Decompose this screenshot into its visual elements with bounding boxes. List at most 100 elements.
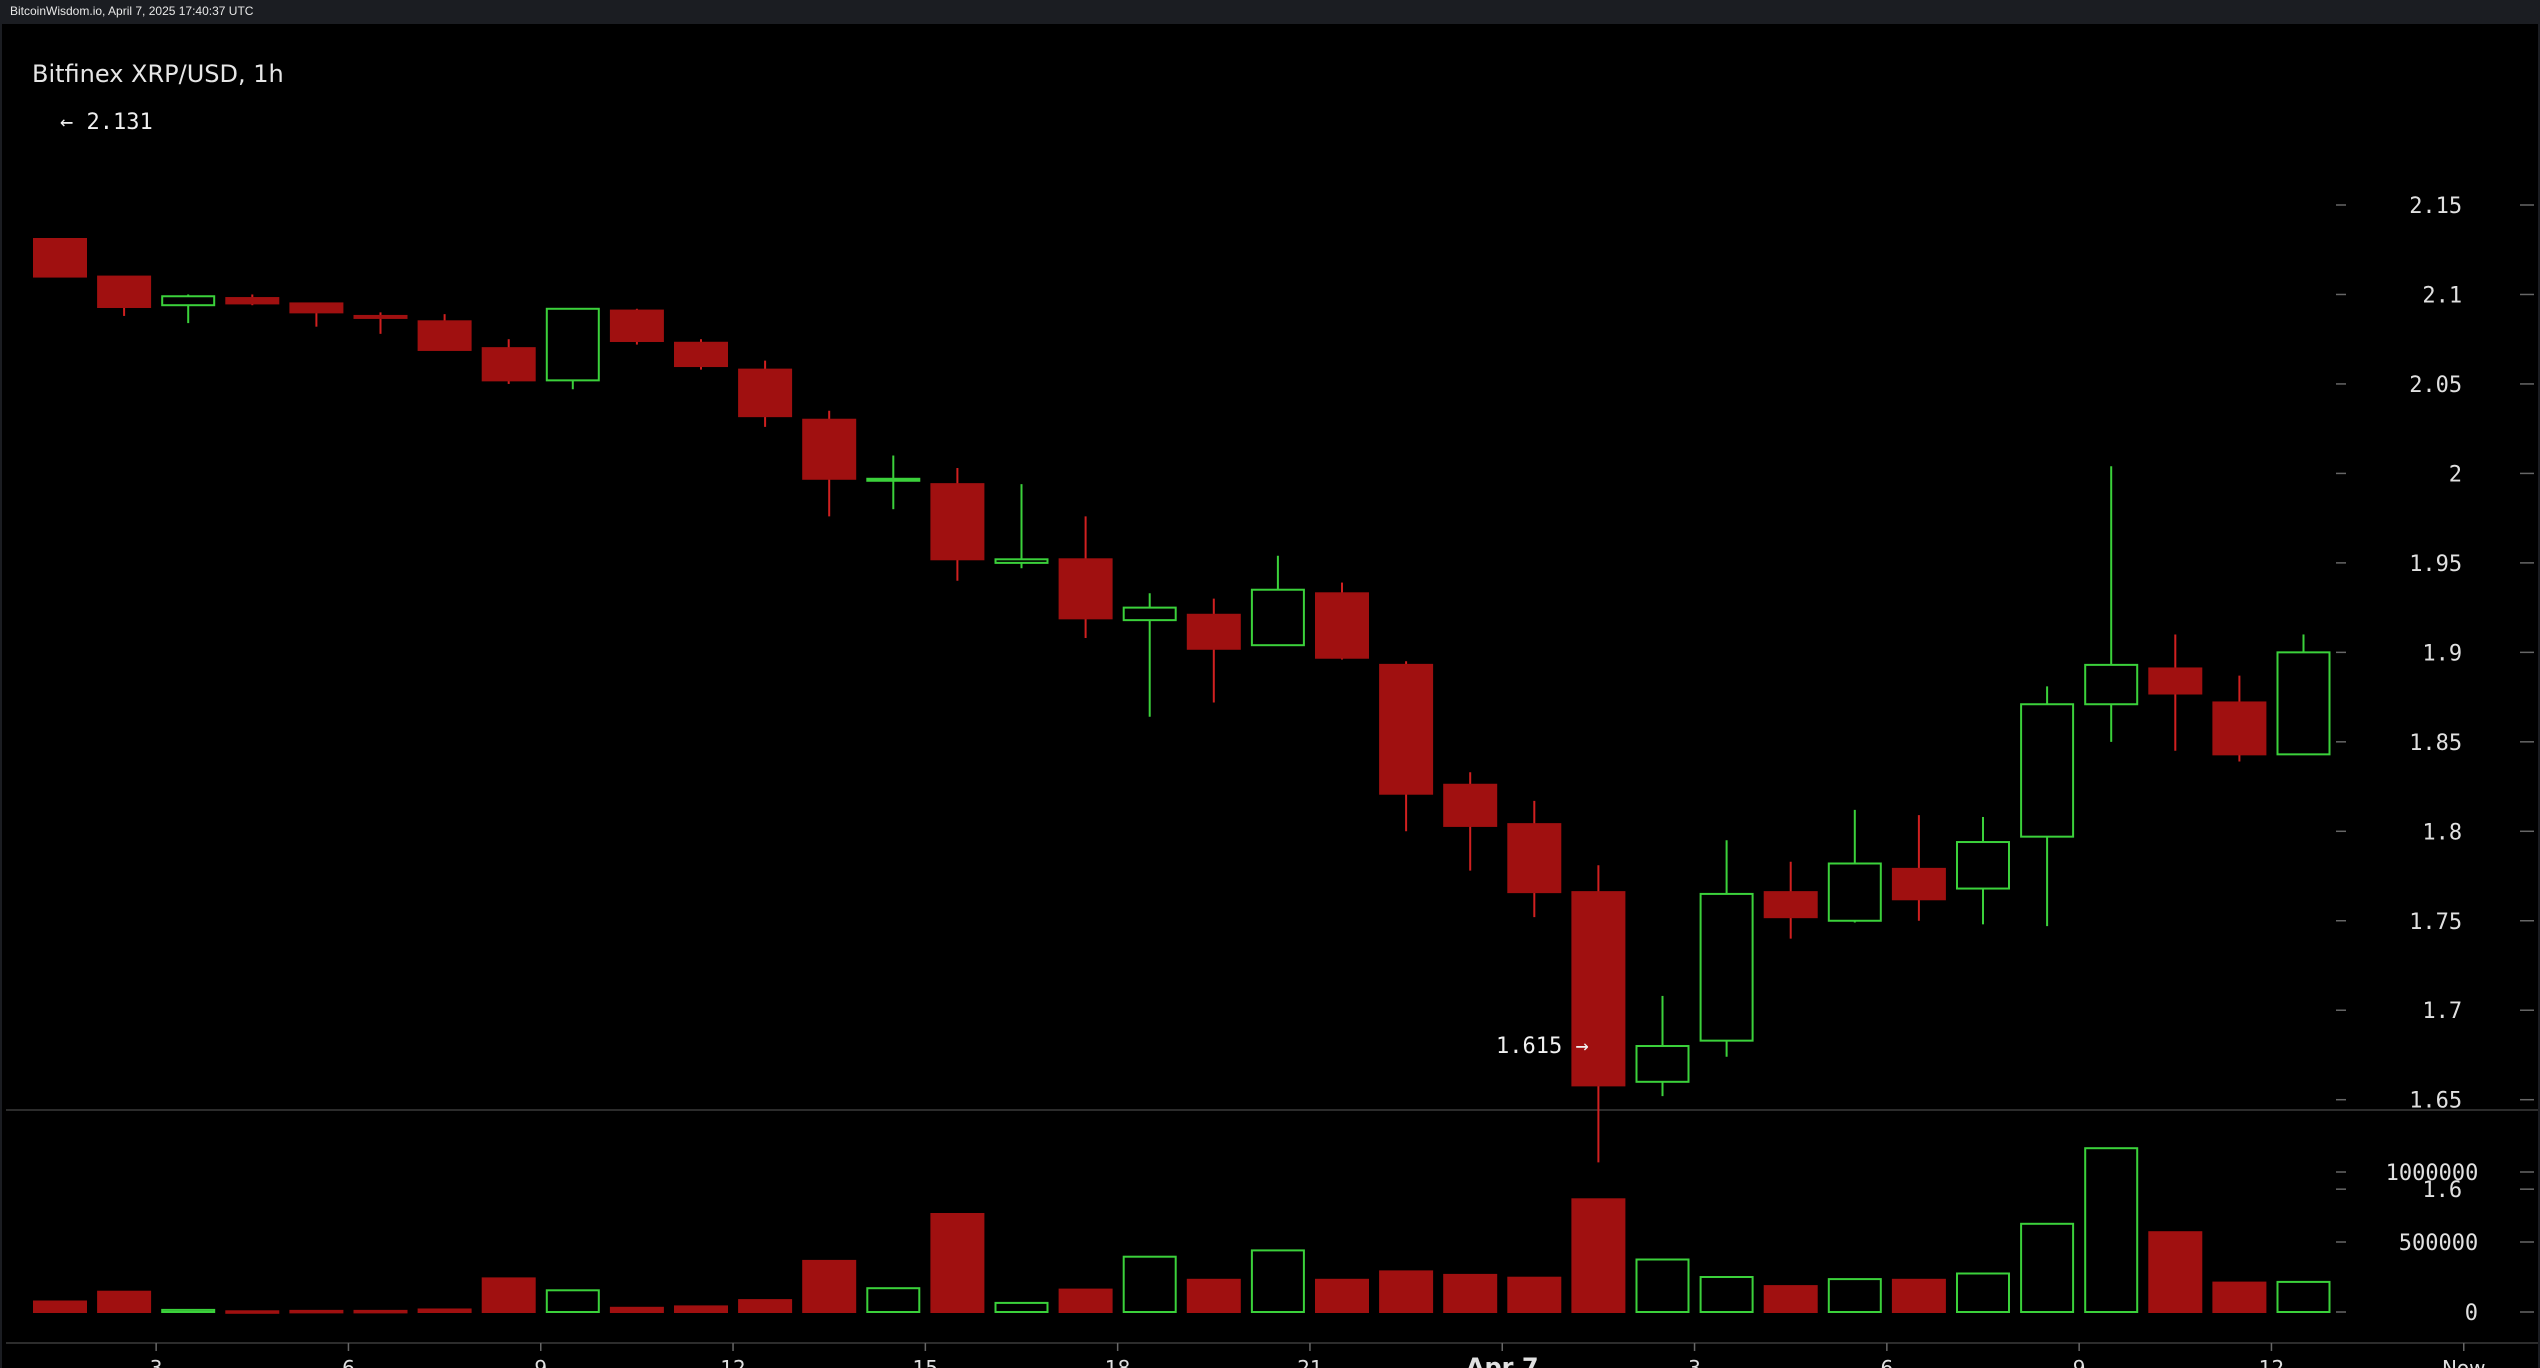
volume-bar <box>1507 1276 1562 1313</box>
candle-body <box>161 295 216 307</box>
candle-body <box>1827 862 1882 922</box>
volume-bar <box>866 1287 921 1313</box>
x-tick-label: 18 <box>1105 1356 1130 1368</box>
price-tick-label: 1.9 <box>2422 641 2462 666</box>
candle-body <box>353 314 408 319</box>
candle-body <box>930 483 985 561</box>
candle-body <box>289 302 344 314</box>
x-tick-label: Apr 7 <box>1466 1353 1539 1368</box>
x-tick-label: Now <box>2442 1356 2486 1368</box>
chart-frame: 2.15 2.1 2.05 2 1.95 1.9 1.85 1.8 1.75 1.7 1.65 1.6… <box>0 24 2540 1368</box>
volume-bar <box>2276 1280 2331 1314</box>
top-bar: BitcoinWisdom.io, April 7, 2025 17:40:37… <box>0 0 2540 24</box>
candle-body <box>481 347 536 382</box>
candle-body <box>1571 891 1626 1087</box>
candle-body <box>1122 606 1177 622</box>
candle-body <box>994 558 1049 564</box>
x-tick-label: 12 <box>2259 1356 2284 1368</box>
candle-body <box>1956 841 2010 890</box>
x-tick-label: 9 <box>534 1356 547 1368</box>
candle-body <box>1379 663 1434 795</box>
volume-bar <box>1186 1278 1241 1314</box>
candle-body <box>2084 663 2139 706</box>
high-price-annotation: ← 2.131 <box>60 110 153 135</box>
volume-bar <box>1443 1273 1498 1314</box>
candle-body <box>1635 1045 1690 1083</box>
price-tick-label: 2 <box>2449 462 2462 487</box>
volume-bar <box>994 1301 1049 1314</box>
chart-title: Bitfinex XRP/USD, 1h <box>32 60 284 88</box>
volume-bar <box>1250 1249 1305 1314</box>
volume-bar <box>1315 1278 1369 1314</box>
candle-body <box>866 477 921 482</box>
x-tick-label: 3 <box>1688 1356 1701 1368</box>
volume-bar <box>1635 1258 1690 1313</box>
candle-body <box>1699 892 1754 1042</box>
candle-body <box>1763 891 1818 919</box>
volume-bar <box>353 1309 408 1314</box>
x-tick-label: 3 <box>150 1356 163 1368</box>
volume-bar <box>1891 1278 1946 1314</box>
candle-body <box>802 418 857 480</box>
watermark: BitcoinWisdom.io, April 7, 2025 17:40:37… <box>10 4 254 18</box>
volume-bar <box>1699 1276 1754 1313</box>
price-tick-label: 1.6 <box>2422 1178 2462 1203</box>
candle-body <box>2148 667 2203 695</box>
volume-tick-label: 500000 <box>2399 1231 2478 1256</box>
volume-bar <box>930 1213 985 1313</box>
x-tick-label: 21 <box>1297 1356 1322 1368</box>
chart-canvas[interactable]: 2.15 2.1 2.05 2 1.95 1.9 1.85 1.8 1.75 1.7 1.65 1.6… <box>2 24 2538 1368</box>
volume-bar <box>97 1290 152 1313</box>
volume-bar <box>417 1308 472 1313</box>
volume-bar <box>545 1289 600 1314</box>
candle-body <box>1315 592 1369 659</box>
volume-bar <box>289 1309 344 1314</box>
volume-bar <box>802 1259 857 1314</box>
volume-bar <box>2148 1231 2203 1313</box>
volume-bar <box>609 1306 664 1314</box>
price-tick-label: 2.1 <box>2422 283 2462 308</box>
x-tick-label: 12 <box>720 1356 745 1368</box>
candle-body <box>674 341 728 368</box>
volume-bar <box>1956 1272 2010 1313</box>
candle-body <box>1891 867 1946 901</box>
volume-bar <box>225 1310 280 1314</box>
low-price-annotation: 1.615 → <box>1496 1034 1589 1059</box>
candle-body <box>417 320 472 351</box>
candle-body <box>97 275 152 308</box>
candle-body <box>609 309 664 342</box>
volume-bar <box>1058 1288 1113 1313</box>
volume-bar <box>674 1305 728 1314</box>
price-tick-label: 2.15 <box>2409 194 2462 219</box>
volume-bar <box>481 1277 536 1314</box>
volume-bar <box>2084 1147 2139 1313</box>
price-tick-label: 1.65 <box>2409 1089 2462 1114</box>
candle-body <box>2020 703 2075 838</box>
candle-body <box>33 237 87 278</box>
candle-body <box>2212 701 2267 756</box>
x-tick-label: 6 <box>342 1356 355 1368</box>
price-tick-label: 1.75 <box>2409 910 2462 935</box>
candle-body <box>1250 588 1305 647</box>
x-tick-label: 6 <box>1880 1356 1893 1368</box>
volume-bar <box>1763 1285 1818 1313</box>
volume-bar <box>738 1299 793 1313</box>
volume-bar <box>33 1300 87 1313</box>
price-tick-label: 1.85 <box>2409 731 2462 756</box>
candle-body <box>1507 823 1562 894</box>
candle-body <box>738 368 793 418</box>
volume-bar <box>1827 1278 1882 1313</box>
candle-body <box>1186 613 1241 650</box>
volume-bar <box>161 1308 216 1314</box>
price-tick-label: 1.8 <box>2422 820 2462 845</box>
price-tick-label: 1.95 <box>2409 552 2462 577</box>
volume-bar <box>1122 1255 1177 1313</box>
volume-bar <box>1379 1270 1434 1314</box>
volume-bar <box>2212 1281 2267 1313</box>
candle-body <box>1443 783 1498 827</box>
x-tick-label: 15 <box>913 1356 938 1368</box>
volume-tick-label: 0 <box>2465 1301 2478 1326</box>
candle-body <box>225 297 280 305</box>
x-tick-label: 9 <box>2073 1356 2086 1368</box>
price-tick-label: 2.05 <box>2409 373 2462 398</box>
